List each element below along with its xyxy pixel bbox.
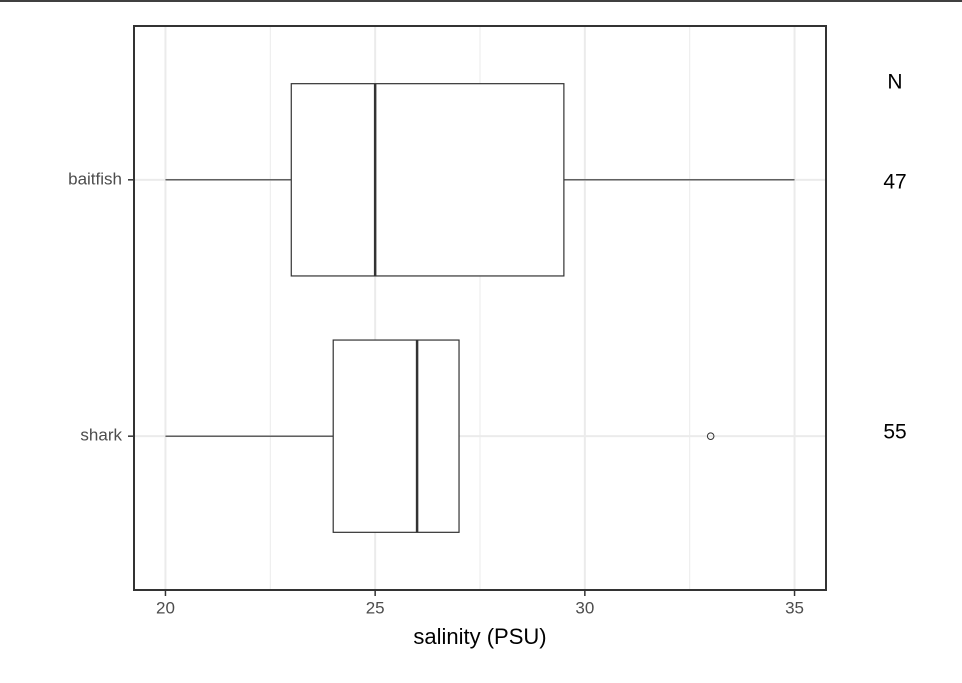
x-tick-label: 30: [575, 598, 594, 617]
outlier: [706, 432, 715, 440]
box: [290, 83, 565, 277]
n-value: 47: [883, 170, 906, 193]
panel-border: [133, 25, 827, 591]
x-tick-label: 20: [156, 598, 175, 617]
n-value: 55: [883, 421, 906, 444]
x-tick-label: 25: [366, 598, 385, 617]
n-header: N: [887, 71, 902, 94]
x-axis-title: salinity (PSU): [413, 624, 546, 649]
y-tick-label: baitfish: [68, 169, 122, 188]
x-tick-label: 35: [785, 598, 804, 617]
y-tick-label: shark: [80, 426, 122, 445]
box: [332, 339, 460, 533]
